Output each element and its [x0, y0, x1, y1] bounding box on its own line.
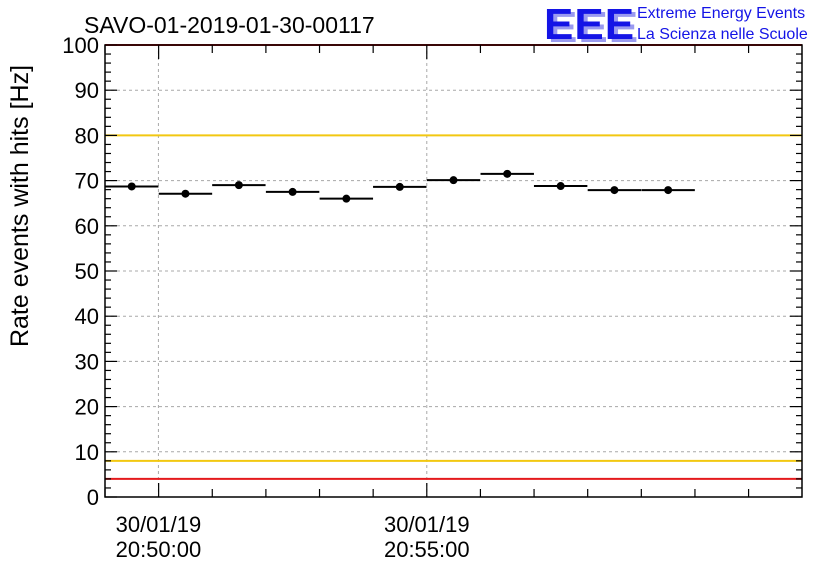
- data-point: [105, 182, 159, 191]
- point-marker: [288, 187, 297, 196]
- y-tick-label: 60: [75, 214, 99, 239]
- y-tick-label: 0: [87, 485, 99, 510]
- data-point: [587, 186, 642, 195]
- data-point: [212, 181, 266, 190]
- y-tick-label: 40: [75, 304, 99, 329]
- logo-mark: EEE: [544, 0, 635, 49]
- y-tick-label: 100: [62, 33, 99, 58]
- point-marker: [664, 186, 673, 195]
- x-tick-label-time: 20:55:00: [384, 537, 470, 562]
- chart-title: SAVO-01-2019-01-30-00117: [84, 12, 375, 38]
- y-tick-label: 70: [75, 169, 99, 194]
- data-point: [426, 176, 481, 185]
- data-point: [158, 189, 213, 198]
- point-marker: [395, 182, 404, 191]
- y-tick-label: 50: [75, 259, 99, 284]
- point-marker: [342, 194, 351, 203]
- y-tick-label: 10: [75, 440, 99, 465]
- data-point: [480, 169, 534, 178]
- grid: [105, 45, 802, 497]
- data-points: [105, 169, 695, 203]
- y-tick-label: 30: [75, 349, 99, 374]
- point-marker: [181, 189, 190, 198]
- x-tick-label-time: 20:50:00: [116, 537, 202, 562]
- data-point: [319, 194, 374, 203]
- point-marker: [127, 182, 136, 191]
- point-marker: [610, 186, 619, 195]
- x-tick-label-date: 30/01/19: [116, 512, 202, 537]
- point-marker: [556, 182, 565, 191]
- point-marker: [234, 181, 243, 190]
- logo-line-2: La Scienza nelle Scuole: [637, 26, 808, 43]
- data-point: [373, 182, 427, 191]
- point-marker: [503, 169, 512, 178]
- y-tick-label: 90: [75, 78, 99, 103]
- y-tick-label: 20: [75, 395, 99, 420]
- reference-lines: [105, 44, 802, 480]
- y-tick-label: 80: [75, 123, 99, 148]
- eee-logo: EEE EEE Extreme Energy Events La Scienza…: [544, 0, 808, 52]
- data-point: [265, 187, 320, 196]
- data-point: [641, 186, 695, 195]
- data-point: [533, 182, 588, 191]
- y-ticks: 0 10 20 30 40 50 60 70 80 90 100: [62, 33, 802, 510]
- logo-mark-shadow: EEE: [548, 3, 639, 52]
- y-axis-label: Rate events with hits [Hz]: [6, 65, 34, 347]
- point-marker: [449, 176, 458, 185]
- x-tick-label-date: 30/01/19: [384, 512, 470, 537]
- logo-line-1: Extreme Energy Events: [637, 5, 805, 22]
